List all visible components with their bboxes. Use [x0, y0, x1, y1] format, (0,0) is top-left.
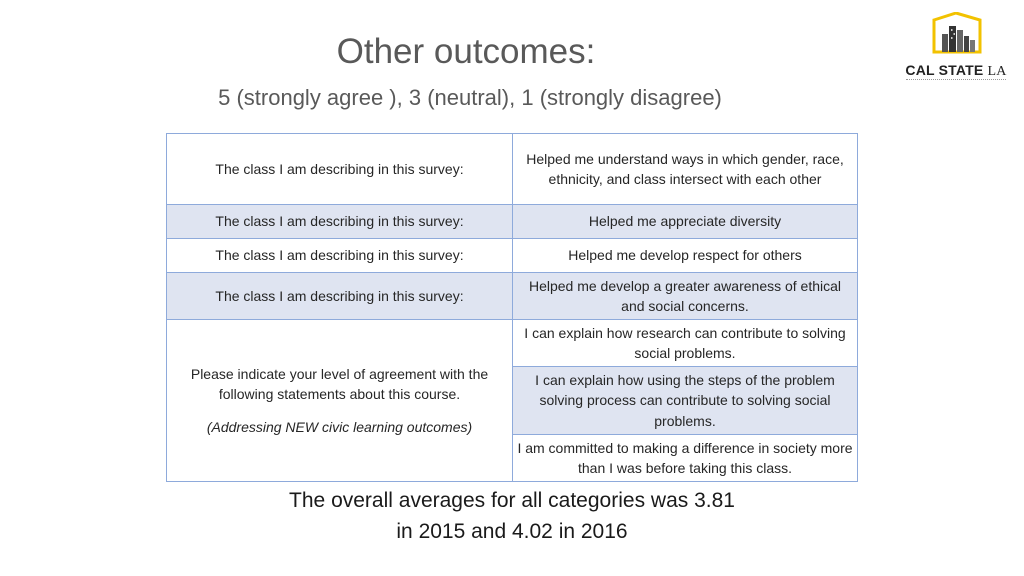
table-row: The class I am describing in this survey…	[166, 238, 858, 273]
group-note: (Addressing NEW civic learning outcomes)	[206, 418, 473, 435]
summary-text: The overall averages for all categories …	[164, 485, 860, 547]
page-title: Other outcomes:	[336, 32, 596, 71]
table-cell-right: Helped me understand ways in which gende…	[512, 133, 858, 205]
logo-wordmark-suffix: LA	[987, 64, 1007, 79]
cal-state-la-logo: CAL STATE LA	[898, 12, 1014, 82]
summary-line-2: in 2015 and 4.02 in 2016	[396, 520, 628, 543]
group-label-cell: Please indicate your level of agreement …	[166, 319, 513, 482]
table-cell-left: The class I am describing in this survey…	[166, 204, 513, 239]
table-row: The class I am describing in this survey…	[166, 204, 858, 239]
group-instruction: Please indicate your level of agreement …	[190, 365, 489, 403]
summary-line-1: The overall averages for all categories …	[289, 489, 735, 512]
table-cell-left: The class I am describing in this survey…	[166, 133, 513, 205]
logo-wordmark: CAL STATE	[905, 62, 984, 78]
table-cell-right: Helped me appreciate diversity	[512, 204, 858, 239]
table-cell-left: The class I am describing in this survey…	[166, 238, 513, 273]
building-shield-icon	[932, 12, 982, 54]
table-row: Please indicate your level of agreement …	[166, 319, 858, 482]
table-row: I am committed to making a difference in…	[167, 434, 858, 482]
table-cell-right: I am committed to making a difference in…	[512, 434, 858, 482]
table-cell-left: The class I am describing in this survey…	[166, 272, 513, 320]
table-cell-right: Helped me develop respect for others	[512, 238, 858, 273]
logo-tagline-rule	[906, 79, 1006, 82]
table-row: I can explain how using the steps of the…	[167, 366, 858, 435]
outcomes-table: The class I am describing in this survey…	[166, 133, 858, 482]
table-row: The class I am describing in this survey…	[166, 133, 858, 205]
table-cell-right: I can explain how research can contribut…	[512, 319, 858, 367]
table-row: The class I am describing in this survey…	[166, 272, 858, 320]
table-cell-right: I can explain how using the steps of the…	[512, 366, 858, 435]
scale-legend: 5 (strongly agree ), 3 (neutral), 1 (str…	[218, 85, 722, 110]
table-cell-right: Helped me develop a greater awareness of…	[512, 272, 858, 320]
